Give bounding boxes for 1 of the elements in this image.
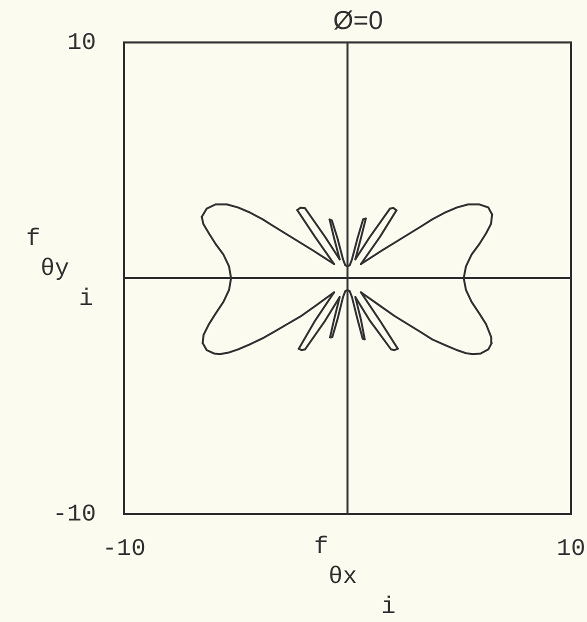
chart-title: Ø=0 bbox=[332, 5, 384, 35]
